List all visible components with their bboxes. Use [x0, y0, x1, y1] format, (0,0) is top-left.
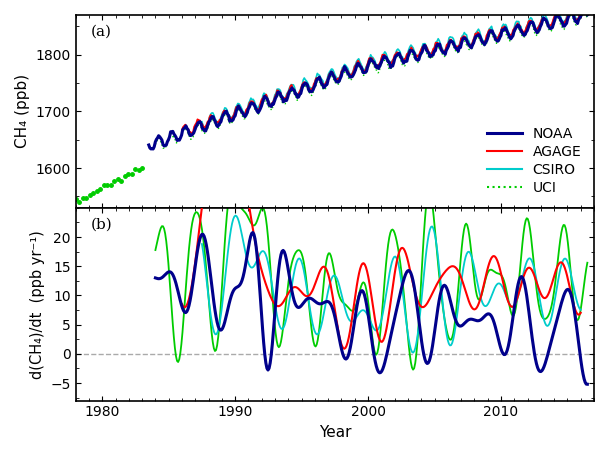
Text: (a): (a) [91, 25, 112, 39]
X-axis label: Year: Year [319, 425, 351, 440]
Y-axis label: CH₄ (ppb): CH₄ (ppb) [15, 74, 30, 148]
Text: (b): (b) [91, 217, 113, 232]
Y-axis label: d(CH₄)/dt  (ppb yr⁻¹): d(CH₄)/dt (ppb yr⁻¹) [30, 230, 45, 379]
Legend: NOAA, AGAGE, CSIRO, UCI: NOAA, AGAGE, CSIRO, UCI [481, 121, 587, 201]
